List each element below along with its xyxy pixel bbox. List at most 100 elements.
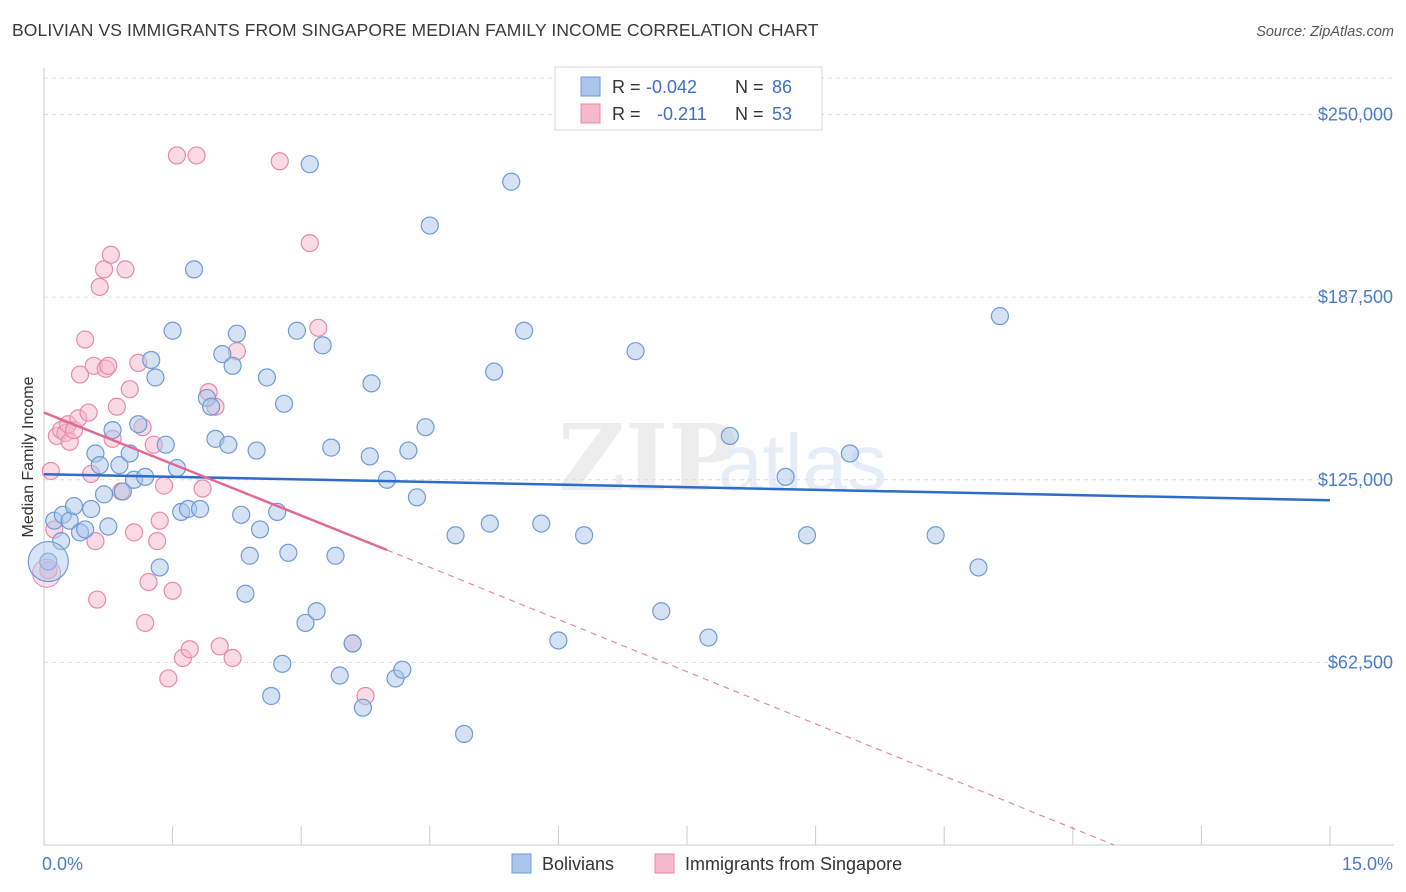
- legend-r-label-pink: R =: [612, 104, 641, 124]
- bolivian-point-35: [223, 356, 242, 375]
- bolivian-point-67: [446, 526, 465, 545]
- bolivian-point-14: [110, 456, 129, 475]
- bolivian-point-37: [232, 505, 251, 524]
- bolivian-point-60: [377, 470, 397, 489]
- singapore-point-37: [163, 581, 182, 600]
- singapore-point-20: [99, 356, 118, 375]
- singapore-point-23: [107, 397, 126, 416]
- bolivian-point-65: [416, 418, 435, 437]
- bolivian-point-55: [330, 666, 349, 685]
- bolivian-point-48: [287, 321, 307, 340]
- bolivian-point-56: [343, 634, 362, 653]
- bolivian-point-73: [532, 514, 551, 533]
- bolivian-point-79: [720, 426, 739, 446]
- trend-lines: [43, 411, 1331, 846]
- bolivian-point-45: [273, 654, 292, 673]
- watermark-zip: ZIP: [558, 404, 737, 512]
- singapore-trend-line-dashed: [386, 549, 1115, 846]
- bolivian-point-39: [240, 546, 259, 565]
- singapore-point-31: [139, 572, 158, 592]
- legend-swatch-blue: [580, 76, 601, 97]
- singapore-point-45: [210, 637, 229, 656]
- series-legend: Bolivians Immigrants from Singapore: [511, 853, 902, 874]
- singapore-point-48: [300, 233, 319, 253]
- bolivian-point-51: [307, 602, 326, 621]
- bolivian-point-15: [113, 482, 132, 501]
- bolivian-point-7: [76, 520, 95, 539]
- bolivian-point-78: [699, 628, 718, 647]
- y-tick-label-3: $250,000: [1318, 105, 1393, 125]
- bolivian-point-20: [142, 350, 161, 370]
- bolivian-point-42: [257, 368, 277, 387]
- legend-n-label-pink: N =: [735, 104, 764, 124]
- bolivian-point-23: [156, 435, 175, 454]
- bolivian-point-22: [150, 558, 169, 577]
- bolivian-point-31: [202, 397, 221, 416]
- bolivian-trend-line: [43, 472, 1331, 502]
- singapore-point-35: [154, 476, 174, 495]
- bolivian-point-36: [227, 324, 246, 343]
- singapore-point-27: [124, 523, 144, 542]
- singapore-point-33: [148, 532, 167, 551]
- x-tick-label-min: 0.0%: [42, 854, 83, 874]
- bolivian-point-8: [82, 499, 101, 519]
- bolivian-point-80: [776, 467, 795, 486]
- bolivian-point-54: [326, 546, 345, 565]
- singapore-point-21: [101, 245, 120, 264]
- bolivian-point-18: [129, 415, 148, 434]
- singapore-point-25: [116, 260, 135, 279]
- bolivian-point-38: [236, 584, 255, 603]
- bolivian-point-63: [399, 441, 418, 460]
- bolivian-point-28: [184, 260, 204, 279]
- bolivian-point-29: [190, 499, 210, 519]
- bolivian-point-82: [840, 444, 859, 463]
- singapore-point-18: [94, 260, 114, 279]
- bolivian-point-83: [926, 526, 945, 545]
- singapore-point-1: [41, 461, 60, 481]
- bottom-legend-label-blue: Bolivians: [542, 854, 614, 874]
- grid-lines: [44, 77, 1394, 663]
- bolivian-point-74: [549, 631, 568, 650]
- bolivian-point-75: [575, 526, 594, 545]
- bolivian-point-70: [485, 362, 504, 381]
- bolivian-point-64: [407, 488, 427, 507]
- bolivian-point-77: [652, 602, 671, 621]
- bolivian-point-13: [103, 420, 122, 440]
- bolivian-point-58: [360, 447, 379, 466]
- bolivian-point-33: [213, 345, 232, 364]
- legend-n-value-blue: 86: [772, 77, 792, 97]
- axes: [43, 68, 1394, 846]
- watermark-atlas: atlas: [718, 418, 887, 507]
- y-tick-labels: $62,500 $125,000 $187,500 $250,000: [1318, 105, 1393, 673]
- singapore-point-15: [86, 532, 105, 551]
- singapore-point-47: [270, 152, 289, 171]
- bolivian-point-40: [247, 441, 266, 460]
- bottom-legend-swatch-pink: [654, 853, 675, 874]
- singapore-point-30: [136, 613, 155, 633]
- bolivian-point-71: [502, 172, 521, 191]
- bolivian-point-59: [362, 374, 381, 393]
- singapore-point-34: [150, 511, 169, 530]
- bolivian-point-34: [219, 435, 238, 454]
- bolivian-point-50: [300, 155, 319, 174]
- bolivian-point-12: [99, 517, 118, 536]
- bolivian-point-43: [262, 686, 281, 706]
- bolivian-point-52: [313, 336, 332, 355]
- bolivian-point-57: [353, 698, 373, 717]
- bolivian-point-46: [274, 394, 294, 413]
- bolivian-point-68: [454, 724, 474, 744]
- singapore-point-36: [159, 669, 178, 688]
- singapore-point-16: [88, 590, 107, 609]
- y-tick-label-0: $62,500: [1328, 652, 1393, 672]
- bolivian-point-53: [322, 438, 341, 457]
- singapore-point-46: [223, 648, 242, 668]
- bolivian-point-2: [52, 532, 71, 551]
- stats-legend: R = -0.042 N = 86 R = -0.211 N = 53: [554, 66, 823, 131]
- bolivian-point-85: [990, 307, 1010, 326]
- bolivian-point-41: [250, 520, 270, 539]
- singapore-point-10: [70, 365, 90, 384]
- source-label: Source: ZipAtlas.com: [1256, 24, 1394, 40]
- bolivian-point-49: [296, 613, 315, 633]
- watermark: ZIP atlas: [558, 404, 887, 512]
